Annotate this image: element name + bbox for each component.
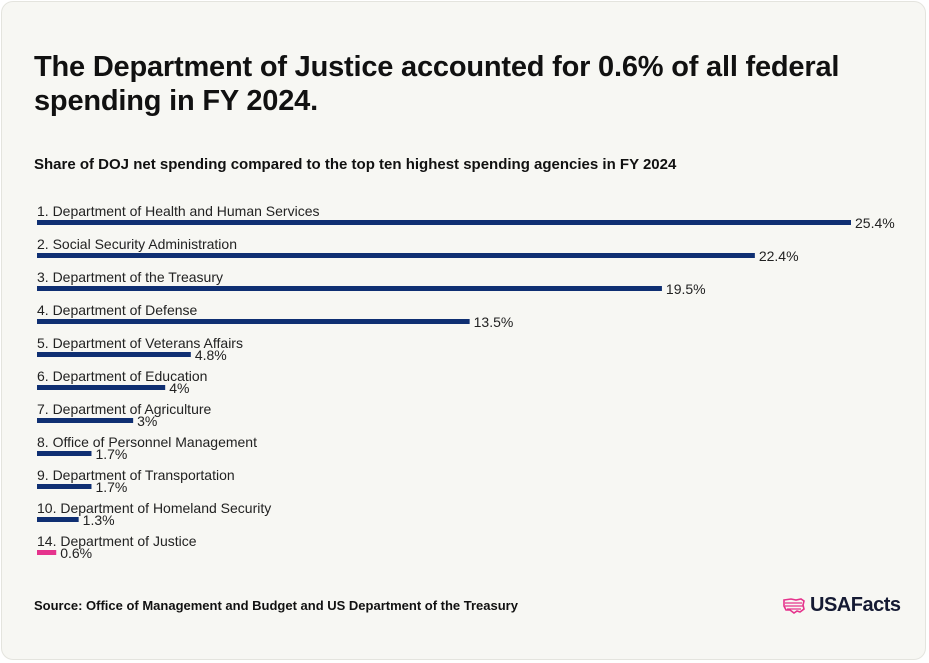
bar (37, 352, 191, 357)
category-label: 14. Department of Justice (37, 533, 197, 549)
value-label: 1.3% (83, 512, 115, 528)
category-label: 1. Department of Health and Human Servic… (37, 203, 319, 219)
bar (37, 220, 851, 225)
bar (37, 517, 79, 522)
value-label: 19.5% (666, 281, 706, 297)
usa-map-icon (783, 597, 805, 614)
chart-subtitle: Share of DOJ net spending compared to th… (34, 156, 677, 173)
value-label: 0.6% (60, 545, 92, 561)
bar (37, 319, 470, 324)
value-label: 25.4% (855, 215, 895, 231)
value-label: 1.7% (95, 479, 127, 495)
category-label: 6. Department of Education (37, 368, 207, 384)
value-label: 13.5% (474, 314, 514, 330)
source-note: Source: Office of Management and Budget … (34, 598, 518, 613)
category-label: 3. Department of the Treasury (37, 269, 223, 285)
category-label: 8. Office of Personnel Management (37, 434, 257, 450)
bar (37, 286, 662, 291)
bar (37, 385, 166, 390)
chart-title: The Department of Justice accounted for … (34, 51, 840, 117)
value-label: 1.7% (95, 446, 127, 462)
bar (37, 451, 92, 456)
value-label: 3% (137, 413, 157, 429)
bar (37, 253, 755, 258)
category-label: 7. Department of Agriculture (37, 401, 212, 417)
bar (37, 418, 134, 423)
bar (37, 550, 57, 555)
category-label: 10. Department of Homeland Security (37, 500, 271, 516)
bar-chart: 1. Department of Health and Human Servic… (37, 203, 895, 561)
category-label: 4. Department of Defense (37, 302, 198, 318)
category-label: 2. Social Security Administration (37, 236, 237, 252)
value-label: 4% (169, 380, 189, 396)
category-label: 9. Department of Transportation (37, 467, 235, 483)
value-label: 22.4% (759, 248, 799, 264)
bar (37, 484, 92, 489)
value-label: 4.8% (195, 347, 227, 363)
logo-text: USAFacts (810, 594, 901, 616)
category-label: 5. Department of Veterans Affairs (37, 335, 243, 351)
usafacts-logo[interactable]: USAFacts (782, 594, 901, 617)
